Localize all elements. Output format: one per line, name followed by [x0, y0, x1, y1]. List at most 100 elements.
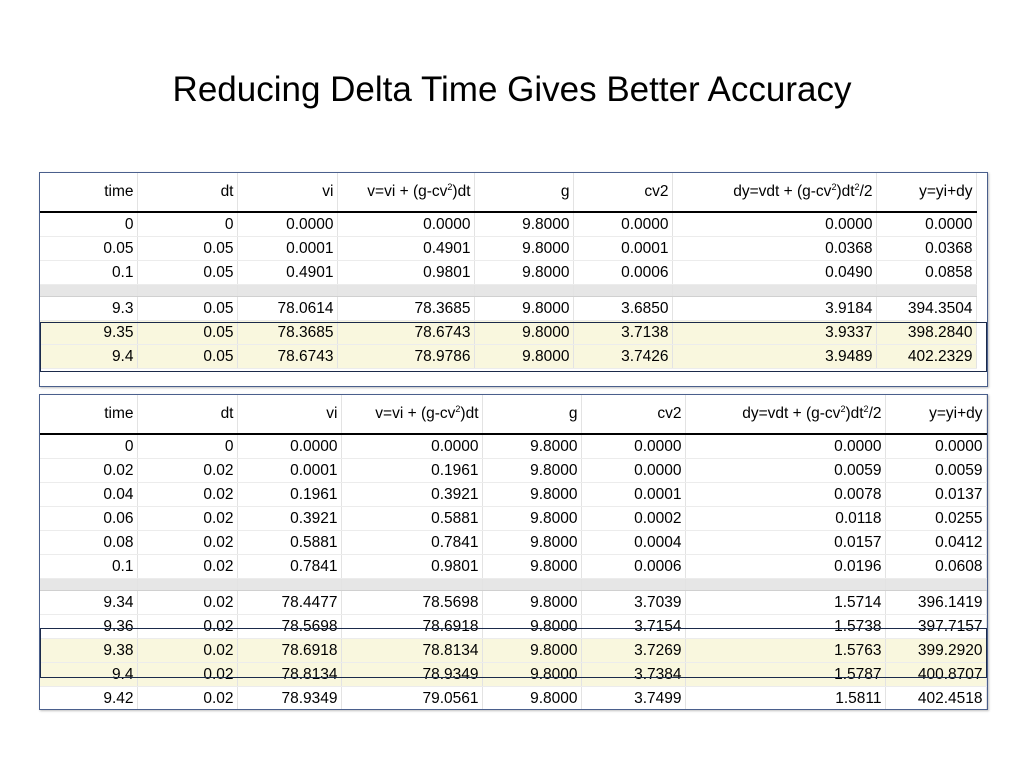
cell-dy: 0.0059	[685, 458, 886, 483]
cell-time: 9.35	[40, 320, 138, 345]
cell-cv2: 3.7499	[581, 686, 686, 709]
cell-dt: 0.02	[137, 482, 238, 507]
header-g: g	[482, 395, 582, 435]
cell-dt: 0.02	[137, 638, 238, 663]
cell-dt: 0.02	[137, 662, 238, 687]
data-table-dt-002: time dt vi v=vi + (g-cv2)dt g cv2 dy=vdt…	[40, 395, 987, 709]
cell-vi: 0.0000	[237, 212, 338, 237]
cell-vi: 78.9349	[237, 686, 342, 709]
cell-y: 402.4518	[885, 686, 987, 709]
header-row: time dt vi v=vi + (g-cv2)dt g cv2 dy=vdt…	[40, 173, 977, 213]
header-time: time	[40, 395, 138, 435]
cell-time: 0.1	[40, 554, 138, 579]
cell-dt: 0.02	[137, 590, 238, 615]
cell-vi: 78.4477	[237, 590, 342, 615]
cell-y: 0.0255	[885, 506, 987, 531]
cell-v: 78.9349	[341, 662, 483, 687]
cell-dt: 0.05	[137, 236, 238, 261]
cell-time: 9.4	[40, 344, 138, 369]
cell-dt: 0.02	[137, 554, 238, 579]
cell-vi: 0.7841	[237, 554, 342, 579]
cell-vi: 78.3685	[237, 320, 338, 345]
cell-v: 0.9801	[337, 260, 475, 285]
cell-cv2: 3.7426	[573, 344, 673, 369]
cell-dt: 0	[137, 212, 238, 237]
cell-time: 0.04	[40, 482, 138, 507]
table-gap	[40, 284, 977, 297]
cell-dt: 0.02	[137, 686, 238, 709]
elided-rows-separator	[40, 284, 977, 297]
cell-g: 9.8000	[482, 434, 582, 459]
table-body-top: 0 0 0.0000 0.0000 9.8000 0.0000 0.0000 0.0000 0.…	[40, 434, 987, 579]
cell-dy: 1.5714	[685, 590, 886, 615]
table-row: 0.02 0.02 0.0001 0.1961 9.8000 0.0000 0.0059 0.…	[40, 458, 987, 483]
cell-y: 402.2329	[876, 344, 977, 369]
cell-vi: 0.0001	[237, 458, 342, 483]
cell-y: 396.1419	[885, 590, 987, 615]
cell-vi: 78.6743	[237, 344, 338, 369]
cell-cv2: 0.0002	[581, 506, 686, 531]
cell-dy: 3.9337	[672, 320, 877, 345]
cell-v: 0.0000	[337, 212, 475, 237]
cell-cv2: 3.6850	[573, 296, 673, 321]
cell-time: 0.06	[40, 506, 138, 531]
header-velocity-formula: v=vi + (g-cv2)dt	[341, 395, 483, 435]
cell-v: 78.8134	[341, 638, 483, 663]
cell-cv2: 3.7384	[581, 662, 686, 687]
cell-dt: 0.05	[137, 344, 238, 369]
cell-time: 9.4	[40, 662, 138, 687]
cell-cv2: 0.0001	[581, 482, 686, 507]
header-row: time dt vi v=vi + (g-cv2)dt g cv2 dy=vdt…	[40, 395, 987, 435]
cell-vi: 78.0614	[237, 296, 338, 321]
cell-cv2: 0.0004	[581, 530, 686, 555]
table-row: 0 0 0.0000 0.0000 9.8000 0.0000 0.0000 0.0000	[40, 434, 987, 459]
elided-rows-separator	[40, 578, 987, 591]
cell-cv2: 3.7039	[581, 590, 686, 615]
table-row: 9.4 0.05 78.6743 78.9786 9.8000 3.7426 3.9489 4…	[40, 344, 977, 369]
cell-g: 9.8000	[482, 506, 582, 531]
cell-v: 0.4901	[337, 236, 475, 261]
cell-vi: 78.8134	[237, 662, 342, 687]
cell-y: 0.0858	[876, 260, 977, 285]
cell-time: 0.02	[40, 458, 138, 483]
table-row: 0.06 0.02 0.3921 0.5881 9.8000 0.0002 0.0118 0.…	[40, 506, 987, 531]
cell-dy: 0.0000	[685, 434, 886, 459]
cell-y: 399.2920	[885, 638, 987, 663]
table-row: 0.05 0.05 0.0001 0.4901 9.8000 0.0001 0.0368 0.…	[40, 236, 977, 261]
table-row: 9.35 0.05 78.3685 78.6743 9.8000 3.7138 3.9337…	[40, 320, 977, 345]
cell-g: 9.8000	[474, 296, 574, 321]
cell-g: 9.8000	[482, 638, 582, 663]
cell-vi: 0.0001	[237, 236, 338, 261]
table-body-bottom: 9.3 0.05 78.0614 78.3685 9.8000 3.6850 3.9184 3…	[40, 296, 977, 369]
cell-dy: 1.5787	[685, 662, 886, 687]
table-body-top: 0 0 0.0000 0.0000 9.8000 0.0000 0.0000 0.0000 0.…	[40, 212, 977, 285]
cell-y: 400.8707	[885, 662, 987, 687]
header-y: y=yi+dy	[876, 173, 977, 213]
cell-v: 0.0000	[341, 434, 483, 459]
table-row: 9.42 0.02 78.9349 79.0561 9.8000 3.7499 1.5811…	[40, 686, 987, 709]
cell-dy: 1.5811	[685, 686, 886, 709]
cell-dy: 0.0118	[685, 506, 886, 531]
slide-title: Reducing Delta Time Gives Better Accurac…	[172, 70, 852, 109]
table-row: 0 0 0.0000 0.0000 9.8000 0.0000 0.0000 0.0000	[40, 212, 977, 237]
cell-g: 9.8000	[474, 344, 574, 369]
cell-v: 0.1961	[341, 458, 483, 483]
cell-g: 9.8000	[482, 686, 582, 709]
cell-vi: 0.5881	[237, 530, 342, 555]
cell-cv2: 0.0000	[581, 458, 686, 483]
cell-time: 9.34	[40, 590, 138, 615]
cell-vi: 78.6918	[237, 638, 342, 663]
cell-vi: 0.1961	[237, 482, 342, 507]
spreadsheet-dt-005: time dt vi v=vi + (g-cv2)dt g cv2 dy=vdt…	[39, 172, 988, 387]
cell-vi: 78.5698	[237, 614, 342, 639]
table-row: 0.04 0.02 0.1961 0.3921 9.8000 0.0001 0.0078 0.…	[40, 482, 987, 507]
cell-time: 9.42	[40, 686, 138, 709]
header-cv2: cv2	[573, 173, 673, 213]
header-dy-formula: dy=vdt + (g-cv2)dt2/2	[685, 395, 886, 435]
cell-y: 0.0137	[885, 482, 987, 507]
cell-cv2: 0.0001	[573, 236, 673, 261]
cell-dt: 0.02	[137, 458, 238, 483]
header-y: y=yi+dy	[885, 395, 987, 435]
cell-time: 0	[40, 212, 138, 237]
table-row: 0.08 0.02 0.5881 0.7841 9.8000 0.0004 0.0157 0.…	[40, 530, 987, 555]
